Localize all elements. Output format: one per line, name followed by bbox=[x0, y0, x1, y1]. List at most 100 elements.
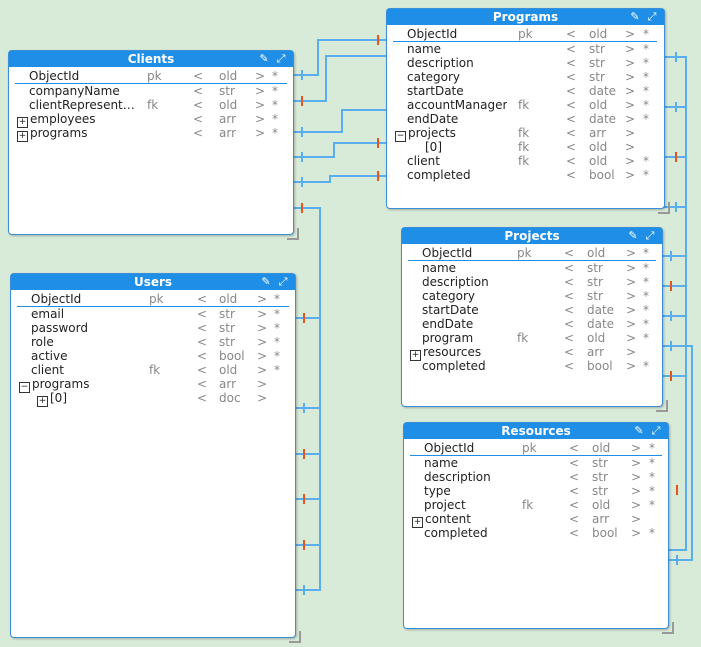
field-row[interactable]: description < str > * bbox=[387, 56, 664, 70]
field-key: fk bbox=[149, 363, 161, 377]
collapse-minus-icon[interactable]: − bbox=[395, 131, 406, 142]
field-row[interactable]: name < str > * bbox=[404, 456, 668, 470]
field-row[interactable]: client fk < old > * bbox=[11, 363, 295, 377]
resize-handle[interactable] bbox=[662, 622, 674, 634]
field-row[interactable]: name < str > * bbox=[387, 42, 664, 56]
field-row[interactable]: [0] fk < old > bbox=[387, 140, 664, 154]
field-row[interactable]: accountManager fk < old > * bbox=[387, 98, 664, 112]
resize-handle[interactable] bbox=[287, 228, 299, 240]
entity-programs[interactable]: Programs ✎ ⤢ ObjectId pk < old > * name < str > * desc… bbox=[386, 8, 670, 214]
field-row[interactable]: + resources < arr > bbox=[402, 345, 662, 361]
field-name: ObjectId bbox=[407, 27, 458, 41]
entity-header[interactable]: Resources ✎ ⤢ bbox=[404, 423, 668, 439]
edit-icon[interactable]: ✎ bbox=[261, 275, 271, 288]
field-name: completed bbox=[422, 359, 486, 373]
expand-plus-icon[interactable]: + bbox=[17, 117, 28, 128]
field-row[interactable]: description < str > * bbox=[404, 470, 668, 484]
field-name: role bbox=[31, 335, 54, 349]
expand-icon[interactable]: ⤢ bbox=[276, 52, 286, 65]
edit-icon[interactable]: ✎ bbox=[634, 424, 644, 437]
field-type: str bbox=[592, 484, 608, 498]
primary-key-row[interactable]: ObjectId pk < old > * bbox=[393, 27, 657, 42]
expand-plus-icon[interactable]: + bbox=[412, 517, 423, 528]
field-row[interactable]: − programs < arr > bbox=[11, 377, 295, 393]
field-lt: < bbox=[564, 289, 575, 303]
field-row[interactable]: active < bool > * bbox=[11, 349, 295, 363]
field-row[interactable]: + content < arr > bbox=[404, 512, 668, 528]
field-type: bool bbox=[592, 526, 618, 540]
field-row[interactable]: − projects fk < arr > bbox=[387, 126, 664, 142]
field-lt: < bbox=[569, 498, 580, 512]
field-lt: < bbox=[197, 292, 208, 306]
field-row[interactable]: description < str > * bbox=[402, 275, 662, 289]
field-key: pk bbox=[149, 292, 164, 306]
field-list: ObjectId pk < old > * email < str > * password < str >… bbox=[11, 292, 295, 407]
field-row[interactable]: type < str > * bbox=[404, 484, 668, 498]
relationship-line bbox=[292, 39, 386, 76]
expand-icon[interactable]: ⤢ bbox=[278, 275, 288, 288]
field-row[interactable]: companyName < str > * bbox=[9, 84, 293, 98]
field-row[interactable]: program fk < old > * bbox=[402, 331, 662, 345]
expand-plus-icon[interactable]: + bbox=[17, 131, 28, 142]
field-required: * bbox=[643, 261, 649, 275]
primary-key-row[interactable]: ObjectId pk < old > * bbox=[408, 246, 656, 261]
field-row[interactable]: completed < bool > * bbox=[402, 359, 662, 373]
expand-plus-icon[interactable]: + bbox=[410, 350, 421, 361]
field-row[interactable]: clientRepresentat... fk < old > * bbox=[9, 98, 293, 112]
field-name: category bbox=[407, 70, 461, 84]
collapse-minus-icon[interactable]: − bbox=[19, 382, 30, 393]
field-row[interactable]: category < str > * bbox=[402, 289, 662, 303]
field-row[interactable]: email < str > * bbox=[11, 307, 295, 321]
field-row[interactable]: completed < bool > * bbox=[404, 526, 668, 540]
field-name: endDate bbox=[422, 317, 474, 331]
primary-key-row[interactable]: ObjectId pk < old > * bbox=[17, 292, 289, 307]
field-row[interactable]: + employees < arr > * bbox=[9, 112, 293, 128]
field-row[interactable]: category < str > * bbox=[387, 70, 664, 84]
field-gt: > bbox=[631, 456, 642, 470]
field-row[interactable]: + [0] < doc > bbox=[11, 391, 295, 407]
entity-resources[interactable]: Resources ✎ ⤢ ObjectId pk < old > * name < str > * des… bbox=[403, 422, 674, 634]
field-name: name bbox=[424, 456, 459, 470]
relationship-line bbox=[292, 142, 386, 158]
field-required: * bbox=[643, 56, 649, 70]
field-row[interactable]: + programs < arr > * bbox=[9, 126, 293, 142]
field-row[interactable]: completed < bool > * bbox=[387, 168, 664, 182]
field-required: * bbox=[274, 363, 280, 377]
expand-icon[interactable]: ⤢ bbox=[647, 10, 657, 23]
field-required: * bbox=[643, 84, 649, 98]
field-row[interactable]: name < str > * bbox=[402, 261, 662, 275]
resize-handle[interactable] bbox=[658, 202, 670, 214]
field-row[interactable]: startDate < date > * bbox=[387, 84, 664, 98]
field-row[interactable]: endDate < date > * bbox=[387, 112, 664, 126]
field-gt: > bbox=[626, 303, 637, 317]
resize-handle[interactable] bbox=[289, 631, 301, 643]
entity-header[interactable]: Projects ✎ ⤢ bbox=[402, 228, 662, 244]
field-row[interactable]: client fk < old > * bbox=[387, 154, 664, 168]
entity-projects[interactable]: Projects ✎ ⤢ ObjectId pk < old > * name < str > * desc… bbox=[401, 227, 668, 412]
entity-header[interactable]: Clients ✎ ⤢ bbox=[9, 51, 293, 67]
expand-icon[interactable]: ⤢ bbox=[651, 424, 661, 437]
field-type: old bbox=[219, 98, 238, 112]
entity-users[interactable]: Users ✎ ⤢ ObjectId pk < old > * email < str > * passwo… bbox=[10, 273, 301, 643]
entity-header[interactable]: Programs ✎ ⤢ bbox=[387, 9, 664, 25]
field-row[interactable]: password < str > * bbox=[11, 321, 295, 335]
resize-handle[interactable] bbox=[656, 400, 668, 412]
edit-icon[interactable]: ✎ bbox=[630, 10, 640, 23]
edit-icon[interactable]: ✎ bbox=[259, 52, 269, 65]
field-list: ObjectId pk < old > * name < str > * description < st… bbox=[387, 27, 664, 182]
field-key: pk bbox=[518, 27, 533, 41]
expand-plus-icon[interactable]: + bbox=[37, 396, 48, 407]
field-row[interactable]: endDate < date > * bbox=[402, 317, 662, 331]
field-required: * bbox=[643, 359, 649, 373]
primary-key-row[interactable]: ObjectId pk < old > * bbox=[410, 441, 662, 456]
edit-icon[interactable]: ✎ bbox=[628, 229, 638, 242]
field-row[interactable]: project fk < old > * bbox=[404, 498, 668, 512]
expand-icon[interactable]: ⤢ bbox=[645, 229, 655, 242]
entity-header[interactable]: Users ✎ ⤢ bbox=[11, 274, 295, 290]
field-row[interactable]: startDate < date > * bbox=[402, 303, 662, 317]
field-type: str bbox=[592, 456, 608, 470]
primary-key-row[interactable]: ObjectId pk < old > * bbox=[15, 69, 287, 84]
field-row[interactable]: role < str > * bbox=[11, 335, 295, 349]
entity-clients[interactable]: Clients ✎ ⤢ ObjectId pk < old > * companyName < str… bbox=[8, 50, 299, 240]
